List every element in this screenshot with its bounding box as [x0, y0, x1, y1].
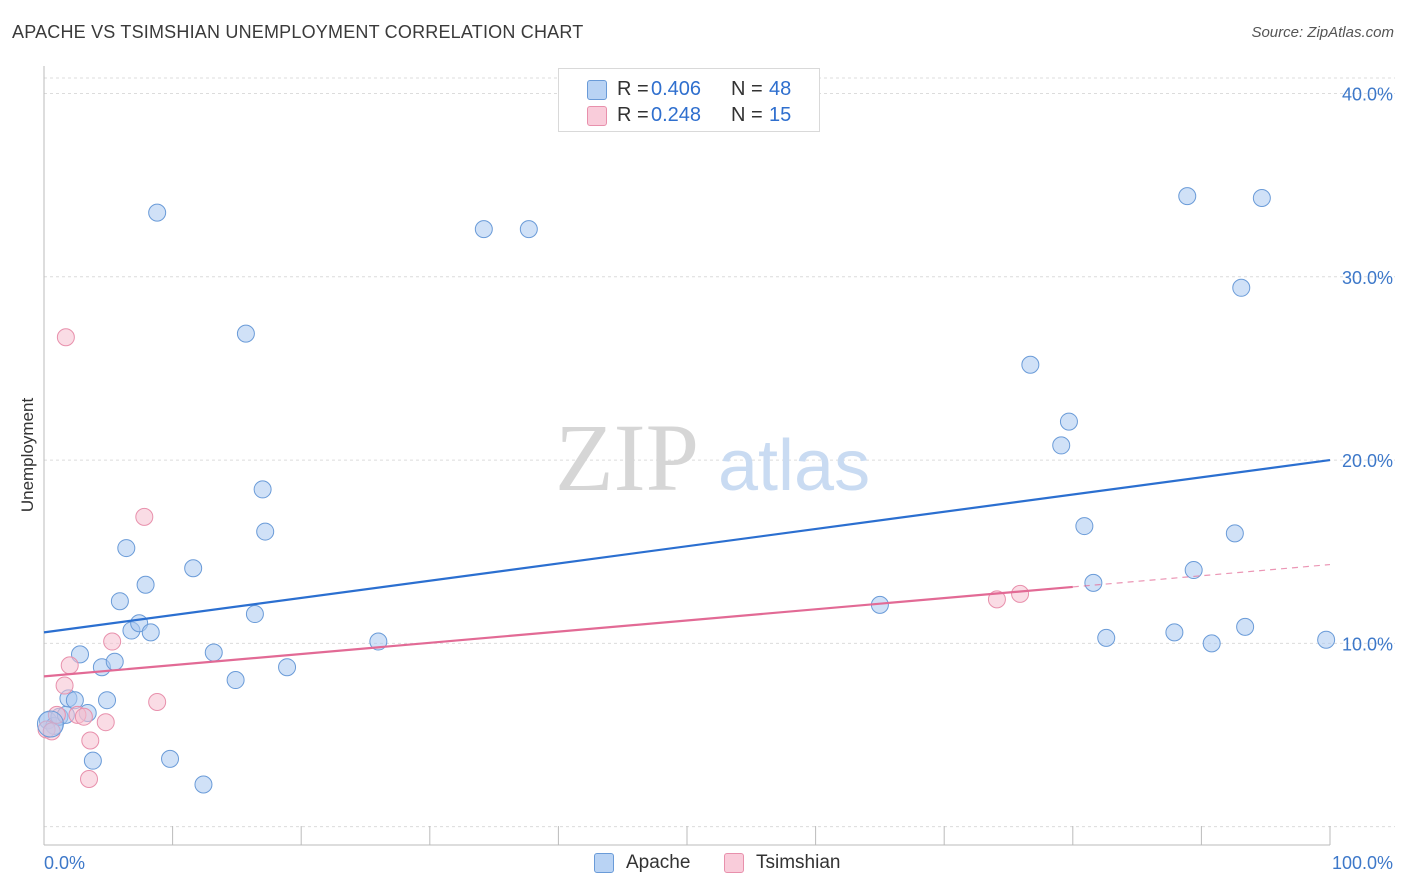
watermark-atlas: atlas: [718, 426, 870, 506]
apache-point: [226, 671, 245, 690]
apache-point: [204, 643, 223, 662]
apache-point: [1059, 412, 1078, 431]
apache-point: [1084, 573, 1103, 592]
y-tick-label: 10.0%: [1342, 634, 1393, 654]
apache-point: [36, 710, 64, 738]
apache-point: [236, 324, 255, 343]
apache-point: [1021, 355, 1040, 374]
x-tick-label: 0.0%: [44, 853, 85, 873]
apache-point: [1232, 278, 1251, 297]
tsimshian-point: [47, 705, 66, 724]
tsimshian-point: [80, 770, 99, 789]
apache-point: [98, 691, 117, 710]
apache-point: [148, 203, 167, 222]
tsimshian-n-value: 15: [769, 104, 792, 126]
tsimshian-trend-line: [43, 585, 1073, 678]
tsimshian-point: [60, 656, 79, 675]
tsimshian-point: [74, 707, 93, 726]
y-axis-label: Unemployment: [18, 397, 37, 513]
apache-legend-swatch: [594, 853, 614, 873]
apache-point: [117, 539, 136, 558]
apache-point: [184, 559, 203, 578]
apache-point: [253, 480, 272, 499]
apache-point: [1202, 634, 1221, 653]
tsimshian-swatch: [587, 106, 607, 126]
apache-point: [1075, 517, 1094, 536]
trend-lines: [43, 458, 1331, 678]
apache-point: [1252, 188, 1271, 207]
tsimshian-point: [96, 713, 115, 732]
y-tick-label: 40.0%: [1342, 84, 1393, 104]
apache-point: [194, 775, 213, 794]
correlation-legend: R = 0.406 N = 48 R = 0.248 N = 15: [558, 68, 820, 132]
apache-point: [474, 220, 493, 239]
tsimshian-legend-swatch: [724, 853, 744, 873]
apache-point: [65, 691, 84, 710]
legend-r-label: R =: [617, 104, 649, 126]
apache-point: [1178, 187, 1197, 206]
tsimshian-point: [55, 676, 74, 695]
apache-point: [1165, 623, 1184, 642]
apache-point: [136, 575, 155, 594]
chart-title: APACHE VS TSIMSHIAN UNEMPLOYMENT CORRELA…: [12, 22, 584, 42]
apache-r-value: 0.406: [651, 78, 702, 100]
apache-point: [519, 220, 538, 239]
apache-point: [83, 751, 102, 770]
apache-point: [278, 658, 297, 677]
legend-row-tsimshian: R = 0.248 N = 15: [559, 103, 819, 129]
apache-n-value: 48: [769, 78, 792, 100]
apache-point: [1052, 436, 1071, 455]
apache-legend-label: Apache: [626, 852, 691, 873]
apache-point: [1236, 617, 1255, 636]
apache-point: [105, 652, 124, 671]
apache-point: [161, 749, 180, 768]
legend-n-label: N =: [731, 104, 763, 126]
tsimshian-point: [148, 693, 167, 712]
tsimshian-point: [103, 632, 122, 651]
tsimshian-point: [987, 590, 1006, 609]
tsimshian-point: [1011, 584, 1030, 603]
apache-trend-line: [43, 458, 1331, 634]
tsimshian-point: [135, 507, 154, 526]
apache-point: [1184, 561, 1203, 580]
tsimshian-legend-label: Tsimshian: [756, 852, 841, 873]
y-tick-label: 20.0%: [1342, 451, 1393, 471]
apache-point: [71, 645, 90, 664]
x-tick-label: 100.0%: [1332, 853, 1393, 873]
tsimshian-r-value: 0.248: [651, 104, 702, 126]
apache-point: [1317, 630, 1336, 649]
watermark-zip: ZIP: [555, 404, 699, 511]
apache-point: [245, 605, 264, 624]
apache-point: [256, 522, 275, 541]
y-tick-label: 30.0%: [1342, 268, 1393, 288]
legend-r-label: R =: [617, 78, 649, 100]
apache-point: [1097, 628, 1116, 647]
apache-point: [1225, 524, 1244, 543]
legend-n-label: N =: [731, 78, 763, 100]
tsimshian-point: [81, 731, 100, 750]
apache-point: [369, 632, 388, 651]
data-points: [36, 187, 1336, 794]
apache-point: [110, 592, 129, 611]
tsimshian-point: [56, 328, 75, 347]
apache-point: [141, 623, 160, 642]
apache-swatch: [587, 80, 607, 100]
legend-row-apache: R = 0.406 N = 48: [559, 77, 819, 103]
tick-labels: 10.0% 20.0% 30.0% 40.0% 0.0% 100.0%: [44, 84, 1393, 873]
source-credit: Source: ZipAtlas.com: [1251, 24, 1394, 41]
